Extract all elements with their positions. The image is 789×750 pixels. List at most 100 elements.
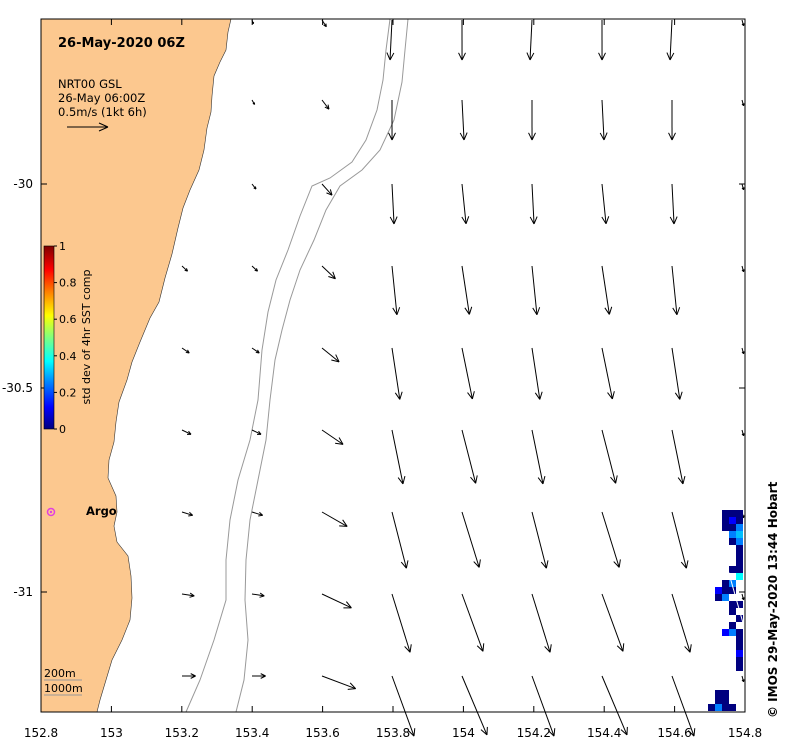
current-vector <box>531 593 552 653</box>
current-vector <box>251 511 264 517</box>
argo-float-marker <box>46 507 56 517</box>
sst-pixel <box>722 629 729 636</box>
current-vector <box>391 265 401 316</box>
current-vector <box>531 511 549 569</box>
sst-pixel <box>736 538 743 545</box>
sst-pixel <box>715 690 722 697</box>
current-vector <box>459 99 468 141</box>
sst-pixel <box>729 622 736 629</box>
current-vector <box>601 675 628 736</box>
lat-tick-label: -31 <box>13 585 33 599</box>
current-vector <box>321 675 357 690</box>
current-vector <box>601 183 610 225</box>
current-vector <box>601 265 613 315</box>
current-vector <box>321 429 344 445</box>
current-vector <box>666 19 675 61</box>
current-vector <box>741 183 745 191</box>
argo-label: Argo <box>86 504 117 518</box>
sst-pixel <box>715 594 722 601</box>
sst-pixel <box>736 643 743 650</box>
colorbar-tick-label: 0.8 <box>59 277 77 290</box>
current-vector <box>321 511 348 527</box>
current-time-label: 26-May 06:00Z <box>58 91 145 105</box>
colorbar-scale <box>43 245 55 430</box>
sst-track-line <box>714 523 746 631</box>
sst-pixel <box>722 517 729 524</box>
sst-pixel <box>722 704 729 711</box>
current-vector <box>671 511 689 569</box>
colorbar-title: std dev of 4hr SST comp <box>80 269 93 404</box>
current-vector <box>669 183 678 225</box>
sst-pixel <box>722 697 729 704</box>
sst-pixel <box>722 690 729 697</box>
current-vector <box>531 675 556 737</box>
lon-tick-label: 154 <box>452 726 475 740</box>
current-vector <box>531 265 541 316</box>
bathymetry-1000m-contour <box>235 18 409 713</box>
lon-tick-label: 154.6 <box>657 726 691 740</box>
sst-pixel <box>729 608 736 615</box>
current-vector <box>601 347 615 400</box>
current-vector <box>321 99 330 110</box>
scale-note-label: 0.5m/s (1kt 6h) <box>58 105 147 119</box>
lon-tick-label: 153.8 <box>376 726 410 740</box>
current-vector <box>671 265 681 316</box>
current-vector <box>461 593 485 652</box>
sst-pixel <box>736 650 743 657</box>
sst-pixel <box>736 573 743 580</box>
colorbar: 1 0.8 0.6 0.4 0.2 0 std dev of 4hr SST comp <box>43 240 93 436</box>
sst-pixel <box>722 587 729 594</box>
current-vector <box>741 675 745 683</box>
current-vector <box>321 347 340 363</box>
current-vector <box>251 429 262 435</box>
lat-tick-label: -30 <box>13 177 33 191</box>
sst-pixel <box>722 524 729 531</box>
current-vector <box>251 183 257 190</box>
current-vector <box>181 347 190 354</box>
current-vector <box>321 183 333 196</box>
current-vector <box>741 593 745 601</box>
credit-label: © IMOS 29-May-2020 13:44 Hobart <box>766 481 780 718</box>
current-vector <box>251 99 256 105</box>
current-vector <box>461 675 488 736</box>
current-vector <box>671 593 692 653</box>
current-vector <box>461 347 475 400</box>
sst-pixel <box>736 552 743 559</box>
current-vector <box>668 99 676 141</box>
sst-pixel <box>729 566 736 573</box>
current-vector <box>671 675 696 737</box>
sst-pixel <box>729 510 736 517</box>
land-mass <box>40 18 232 713</box>
colorbar-tick-label: 0.6 <box>59 313 77 326</box>
current-vector <box>252 673 266 679</box>
current-vector <box>741 19 745 27</box>
current-vector <box>741 347 745 355</box>
scale-arrow <box>67 122 109 132</box>
sst-pixel <box>729 524 736 531</box>
lon-tick-label: 154.2 <box>517 726 551 740</box>
current-vector <box>601 511 621 568</box>
current-vector <box>598 19 606 61</box>
current-vector <box>391 593 412 653</box>
current-vector <box>321 265 336 280</box>
current-vector <box>391 347 403 400</box>
current-vector <box>531 429 546 485</box>
current-vector <box>391 675 416 737</box>
sst-pixel <box>736 566 743 573</box>
sst-pixel <box>729 531 736 538</box>
current-vector <box>181 429 192 435</box>
sst-pixel <box>736 601 743 608</box>
current-vector <box>181 511 194 517</box>
sst-pixel <box>729 580 736 587</box>
current-vector <box>741 265 745 273</box>
sst-pixel <box>729 517 736 524</box>
sst-pixel <box>736 559 743 566</box>
current-vector <box>461 511 481 568</box>
current-vector <box>391 429 406 485</box>
sst-pixel <box>729 704 736 711</box>
sst-pixel <box>736 510 743 517</box>
sst-pixel <box>736 664 743 671</box>
current-vector <box>671 347 683 400</box>
longitude-axis: 152.8 153 153.2 153.4 153.6 153.8 154 154.2 154.… <box>24 19 762 740</box>
sst-pixel <box>729 538 736 545</box>
